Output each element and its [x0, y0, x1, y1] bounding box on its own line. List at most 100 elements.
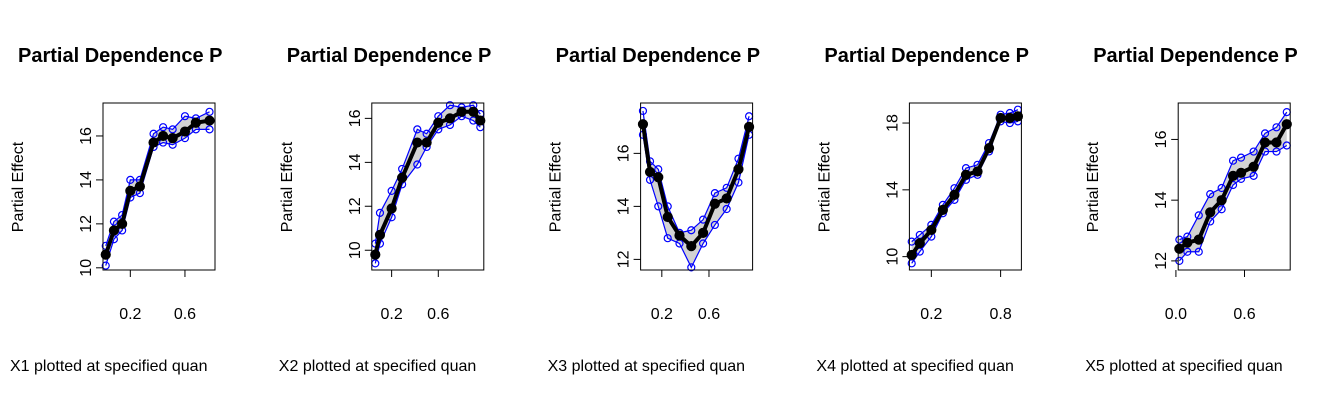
- bound-point: [1175, 235, 1184, 244]
- bound-point: [1236, 153, 1246, 162]
- panel: Partial Dependence P Partial Effect X5 plo…: [1085, 45, 1298, 375]
- x-tick-label: 0.2: [119, 306, 141, 323]
- bound-line: [911, 120, 1019, 264]
- estimate-point: [179, 126, 191, 137]
- estimate-point: [1004, 112, 1015, 124]
- confidence-band: [375, 105, 481, 264]
- estimate-point: [412, 137, 423, 148]
- bound-point: [638, 106, 648, 116]
- x-tick-label: 0.0: [1165, 306, 1187, 323]
- estimate-point: [148, 137, 159, 148]
- panel-title: Partial Dependence P: [556, 45, 761, 67]
- estimate-point: [456, 106, 467, 117]
- panel-title: Partial Dependence P: [287, 45, 492, 67]
- estimate-point: [937, 204, 948, 215]
- x-tick-label: 0.6: [1233, 306, 1255, 323]
- y-tick-label: 10: [884, 248, 901, 266]
- estimate-point: [1216, 195, 1227, 206]
- estimate-point: [1281, 119, 1292, 130]
- panel: Partial Dependence P Partial Effect X2 plo…: [279, 45, 492, 375]
- panel: Partial Dependence P Partial Effect X1 plo…: [10, 45, 223, 375]
- bound-point: [1217, 183, 1226, 193]
- bound-point: [710, 220, 719, 230]
- bound-point: [149, 129, 158, 138]
- bound-point: [663, 234, 672, 243]
- plot-box: [102, 102, 216, 271]
- y-tick-label: 12: [78, 215, 95, 233]
- y-tick-label: 16: [78, 127, 95, 145]
- estimate-point: [1248, 161, 1259, 172]
- estimate-point: [157, 130, 169, 142]
- y-tick-label: 14: [616, 197, 633, 215]
- bound-point: [158, 123, 168, 132]
- panel-title: Partial Dependence P: [824, 45, 1029, 67]
- panel-title: Partial Dependence P: [1093, 45, 1298, 67]
- bound-point: [1228, 156, 1238, 165]
- x-tick-label: 0.2: [920, 306, 942, 323]
- estimate-point: [374, 229, 386, 240]
- estimate-point: [1193, 234, 1204, 245]
- estimate-point: [386, 203, 397, 214]
- bound-point: [387, 186, 396, 195]
- confidence-band: [642, 110, 750, 268]
- bound-point: [1272, 147, 1281, 156]
- estimate-point: [995, 112, 1006, 124]
- y-tick-label: 16: [616, 144, 633, 162]
- bound-point: [1183, 247, 1192, 256]
- estimate-point: [1235, 167, 1247, 178]
- bound-point: [101, 261, 110, 270]
- estimate-point: [1182, 237, 1193, 248]
- bound-point: [180, 112, 190, 121]
- bound-line: [374, 104, 481, 244]
- estimate-point: [1205, 207, 1216, 218]
- estimate-point: [421, 137, 432, 148]
- bound-point: [109, 217, 119, 226]
- bound-point: [1272, 123, 1281, 132]
- y-tick-label: 16: [347, 109, 364, 127]
- estimate-point: [468, 106, 479, 117]
- x-axis-label: X1 plotted at specified quan: [10, 358, 207, 375]
- estimate-point: [637, 119, 649, 130]
- estimate-point: [926, 224, 937, 236]
- estimate-point: [644, 166, 656, 178]
- bound-point: [413, 160, 422, 169]
- estimate-point: [733, 164, 744, 175]
- estimate-point: [960, 169, 972, 180]
- y-tick-label: 16: [1153, 130, 1170, 148]
- y-tick-label: 18: [884, 114, 901, 132]
- x-tick-label: 0.6: [698, 306, 720, 323]
- confidence-band: [105, 111, 210, 266]
- x-axis-label: X2 plotted at specified quan: [279, 358, 476, 375]
- estimate-point: [906, 249, 917, 261]
- y-tick-label: 14: [347, 153, 364, 171]
- x-axis-label: X3 plotted at specified quan: [548, 358, 745, 375]
- bound-line: [1179, 111, 1288, 241]
- y-tick-label: 12: [347, 197, 364, 215]
- panel: Partial Dependence P Partial Effect X3 plo…: [548, 45, 761, 375]
- plot-box: [908, 102, 1022, 271]
- y-axis-label: Partial Effect: [279, 141, 296, 232]
- bound-point: [205, 125, 214, 134]
- x-tick-label: 0.8: [989, 306, 1011, 323]
- y-tick-label: 14: [884, 181, 901, 199]
- x-tick-label: 0.2: [381, 306, 403, 323]
- estimate-point: [662, 211, 673, 223]
- bound-point: [168, 125, 177, 134]
- estimate-point: [125, 185, 136, 196]
- estimate-point: [117, 218, 128, 229]
- y-axis-label: Partial Effect: [548, 141, 565, 232]
- bound-point: [126, 175, 135, 185]
- estimate-point: [674, 230, 685, 241]
- bound-point: [687, 263, 696, 272]
- estimate-point: [1012, 111, 1024, 122]
- confidence-band: [911, 109, 1018, 264]
- bound-point: [375, 208, 385, 217]
- bound-point: [1249, 171, 1258, 180]
- y-tick-label: 10: [347, 241, 364, 259]
- estimate-point: [743, 121, 755, 132]
- y-axis-label: Partial Effect: [10, 141, 27, 232]
- y-tick-label: 12: [1153, 252, 1170, 270]
- bound-point: [687, 226, 696, 235]
- y-tick-label: 14: [78, 171, 95, 189]
- estimate-point: [1259, 137, 1271, 148]
